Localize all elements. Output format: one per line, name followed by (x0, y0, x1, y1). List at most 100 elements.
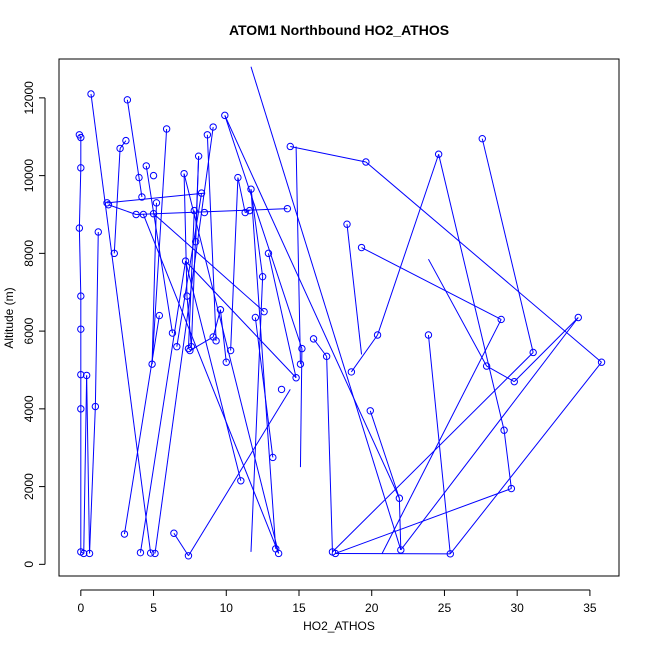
series-line-segment (139, 261, 187, 553)
data-point (77, 133, 85, 142)
data-point (149, 171, 158, 180)
x-axis-label: HO2_ATHOS (303, 619, 375, 633)
series-points (75, 90, 606, 560)
data-point (424, 331, 433, 339)
plot-area (58, 58, 620, 577)
x-tick-label: 20 (365, 601, 379, 615)
data-point (136, 548, 145, 557)
data-point (446, 550, 454, 558)
series-line-segment (185, 261, 242, 481)
data-point (87, 90, 95, 98)
data-point (286, 142, 294, 151)
series-line-segment (400, 317, 579, 551)
data-point (373, 331, 382, 339)
y-tick-label: 0 (22, 561, 36, 568)
data-point (209, 123, 217, 131)
x-tick-label: 5 (150, 601, 157, 615)
data-point (94, 228, 102, 236)
y-tick-label: 6000 (22, 317, 36, 344)
data-point (507, 484, 516, 493)
data-point (77, 325, 85, 333)
series-line-segment (90, 93, 152, 554)
series-line-segment (151, 128, 168, 365)
data-point (221, 111, 229, 120)
data-point (186, 346, 194, 355)
data-point (162, 125, 171, 133)
data-point (272, 545, 280, 553)
data-point (203, 131, 212, 139)
series-line-segment (230, 177, 239, 351)
y-tick-label: 12000 (22, 81, 36, 115)
data-point (192, 237, 200, 246)
data-point (77, 370, 85, 379)
series-line-segment (513, 317, 579, 382)
series-line-segment (237, 177, 246, 213)
data-point (132, 210, 140, 219)
data-point (173, 342, 181, 351)
data-point (142, 162, 150, 170)
data-point (500, 426, 508, 434)
x-tick-label: 0 (77, 601, 84, 615)
data-point (237, 477, 245, 485)
data-point (146, 549, 155, 557)
data-point (395, 494, 404, 502)
data-point (283, 204, 292, 213)
data-point (251, 313, 260, 322)
data-point (103, 199, 111, 207)
series-line-segment (250, 189, 277, 549)
data-point (77, 292, 85, 300)
data-point (574, 313, 582, 322)
data-point (434, 150, 443, 158)
data-point (478, 134, 486, 143)
series-line-segment (244, 210, 250, 214)
data-point (149, 210, 158, 218)
series-lines (78, 66, 602, 557)
data-point (180, 169, 188, 178)
data-point (482, 362, 491, 370)
data-point (234, 173, 242, 182)
series-line-segment (250, 66, 402, 551)
data-point (292, 374, 300, 382)
data-point (80, 549, 88, 558)
data-point (322, 352, 331, 361)
x-tick-label: 25 (438, 601, 452, 615)
series-line-segment (369, 410, 400, 499)
series-line-segment (83, 375, 88, 554)
series-line-segment (176, 193, 203, 347)
x-tick-label: 10 (220, 601, 234, 615)
series-line-segment (183, 173, 188, 297)
data-point (138, 193, 146, 201)
series-line-segment (86, 375, 91, 554)
series-line-segment (123, 315, 160, 535)
series-line-segment (438, 154, 505, 431)
series-line-segment (398, 498, 402, 550)
series-line-segment (486, 365, 515, 383)
chart-title: ATOM1 Northbound HO2_ATHOS (229, 22, 449, 38)
series-line-segment (151, 202, 157, 365)
series-line-segment (78, 228, 82, 297)
data-point (170, 529, 178, 537)
x-tick-label: 35 (583, 601, 597, 615)
series-line-segment (78, 167, 82, 229)
data-point (296, 360, 305, 368)
series-line-segment (503, 430, 512, 489)
y-axis-label: Altitude (m) (2, 287, 16, 348)
data-point (155, 311, 164, 320)
data-point (190, 206, 198, 215)
data-point (277, 385, 286, 394)
series-line-segment (224, 115, 400, 499)
series-line-segment (78, 134, 82, 138)
series-line-segment (119, 140, 127, 149)
y-axis: 0 2000 4000 6000 8000 10000 12000 (22, 81, 46, 568)
data-point (168, 329, 177, 337)
series-line-segment (187, 210, 195, 349)
series-line-segment (449, 361, 602, 555)
data-point (110, 249, 118, 258)
series-line-segment (108, 204, 137, 215)
series-line-segment (89, 406, 96, 554)
series-line-segment (113, 148, 121, 254)
series-line-segment (332, 352, 534, 553)
data-point (82, 371, 91, 380)
y-tick-label: 4000 (22, 395, 36, 422)
series-line-segment (267, 253, 297, 378)
